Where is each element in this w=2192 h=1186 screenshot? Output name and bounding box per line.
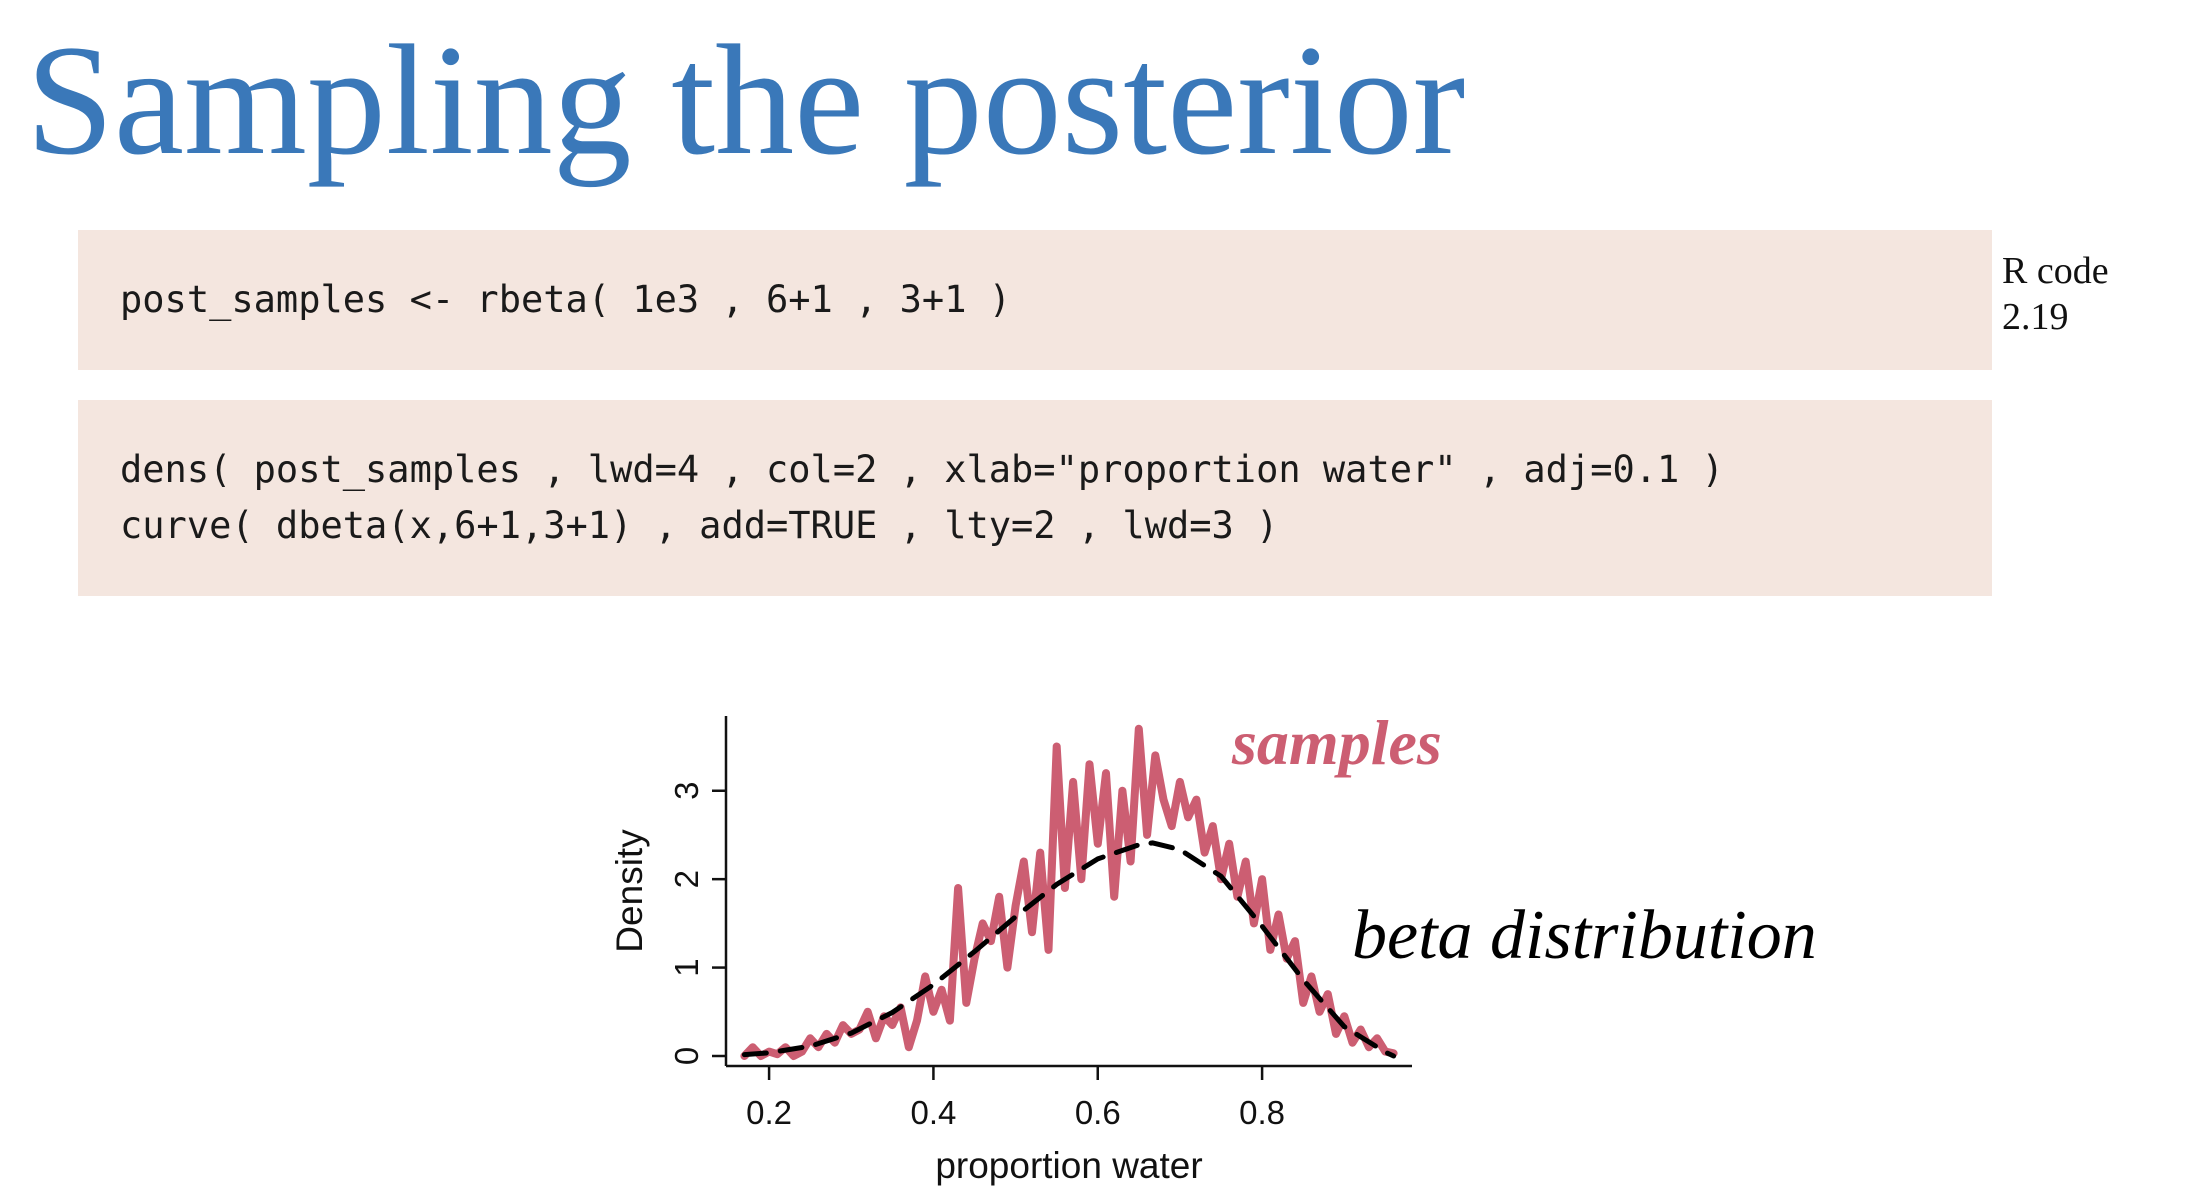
y-tick-label: 3 [668,782,705,800]
chart-axes: 0.2 0.4 0.6 0.8 0 1 2 3 proportion water Density [609,716,1412,1186]
x-tick-label: 0.4 [910,1094,956,1131]
code-block-rbeta: post_samples <- rbeta( 1e3 , 6+1 , 3+1 ) [78,230,1992,370]
beta-series-line [741,840,1397,1059]
chart-series [740,724,1398,1060]
y-tick-label: 1 [668,958,705,976]
code-line: dens( post_samples , lwd=4 , col=2 , xla… [120,448,1724,491]
code-line: post_samples <- rbeta( 1e3 , 6+1 , 3+1 ) [120,278,1012,321]
beta-distribution-annotation: beta distribution [1352,897,1817,974]
samples-annotation: samples [1231,707,1442,778]
x-axis-label: proportion water [935,1145,1202,1186]
code-block-plot: dens( post_samples , lwd=4 , col=2 , xla… [78,400,1992,596]
y-axis-label: Density [609,829,650,953]
x-tick-label: 0.6 [1075,1094,1121,1131]
code-line: curve( dbeta(x,6+1,3+1) , add=TRUE , lty… [120,504,1279,547]
y-tick-label: 0 [668,1047,705,1065]
x-tick-label: 0.8 [1239,1094,1285,1131]
slide-title: Sampling the posterior [26,13,1466,188]
x-tick-label: 0.2 [746,1094,792,1131]
code-reference-number: 2.19 [2002,296,2069,338]
code-reference: R code 2.19 [2002,248,2109,340]
y-tick-label: 2 [668,870,705,888]
code-reference-label: R code [2002,250,2109,292]
